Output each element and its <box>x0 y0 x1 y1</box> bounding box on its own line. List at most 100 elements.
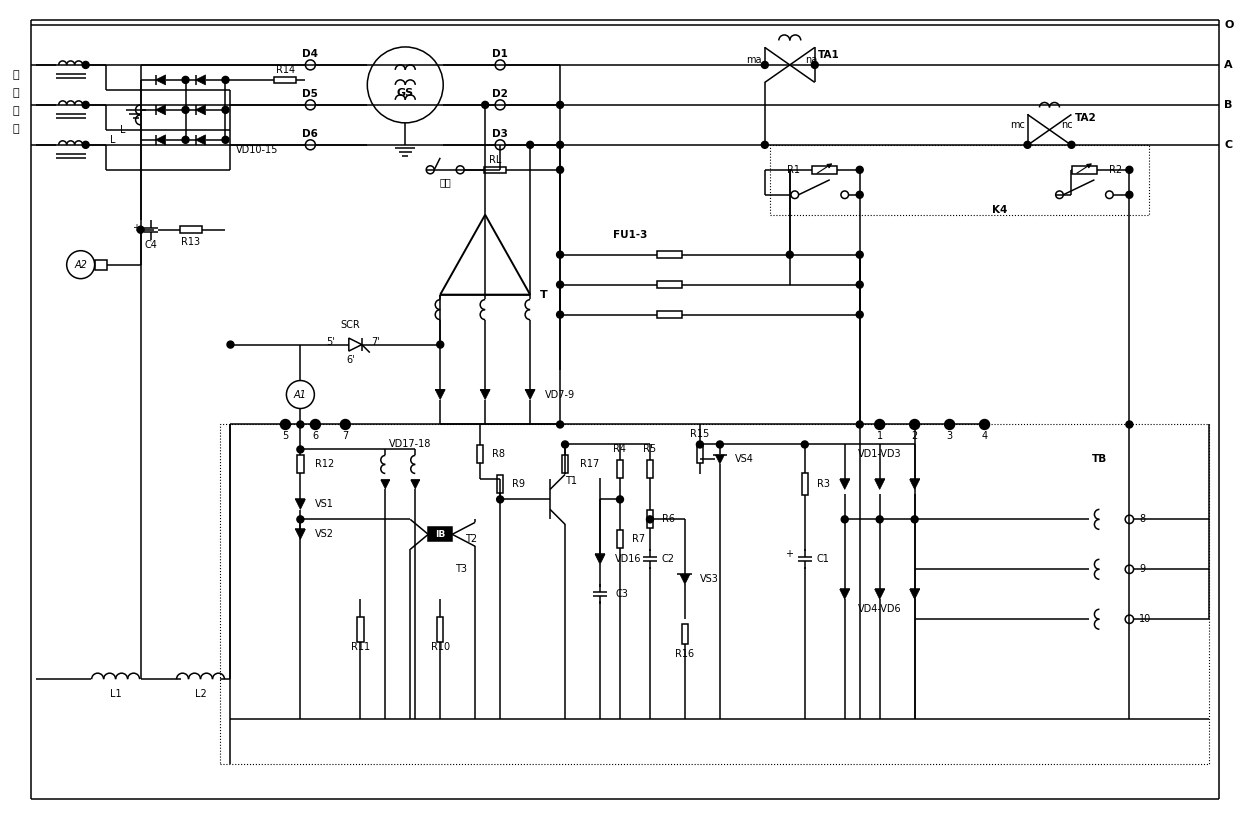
Text: D2: D2 <box>492 89 508 99</box>
Circle shape <box>1126 166 1133 174</box>
Circle shape <box>856 166 863 174</box>
Text: TA1: TA1 <box>817 50 839 60</box>
Polygon shape <box>910 479 920 490</box>
Text: 10: 10 <box>1140 614 1152 624</box>
Bar <box>682 624 688 645</box>
Circle shape <box>910 419 920 429</box>
Circle shape <box>182 76 188 84</box>
Polygon shape <box>295 500 305 509</box>
Text: VD10-15: VD10-15 <box>236 145 278 155</box>
Text: VS4: VS4 <box>735 455 754 464</box>
Circle shape <box>856 311 863 318</box>
Text: R8: R8 <box>492 450 505 459</box>
Text: R7: R7 <box>632 534 645 545</box>
Text: 3: 3 <box>946 432 952 441</box>
Text: R6: R6 <box>662 514 675 524</box>
Text: RL: RL <box>489 155 501 165</box>
Circle shape <box>911 421 918 428</box>
Text: 复: 复 <box>12 70 19 80</box>
Text: 8: 8 <box>1140 514 1146 524</box>
Circle shape <box>697 441 703 448</box>
Bar <box>1071 166 1097 174</box>
Bar <box>221 424 1209 764</box>
Text: L: L <box>110 135 115 145</box>
Bar <box>812 166 837 174</box>
Bar <box>657 311 682 318</box>
Text: R13: R13 <box>181 237 200 247</box>
Text: C2: C2 <box>662 554 675 564</box>
Text: C3: C3 <box>615 590 627 600</box>
Text: D6: D6 <box>303 129 319 139</box>
Text: R2: R2 <box>1110 165 1122 174</box>
Text: 6: 6 <box>312 432 319 441</box>
Circle shape <box>911 516 918 523</box>
Text: 7: 7 <box>342 432 348 441</box>
Bar <box>647 460 653 478</box>
Text: +: + <box>131 223 140 233</box>
Circle shape <box>786 251 794 258</box>
Text: SCR: SCR <box>341 319 360 329</box>
Circle shape <box>856 281 863 288</box>
Text: T3: T3 <box>455 564 467 574</box>
Circle shape <box>841 516 848 523</box>
Polygon shape <box>410 480 420 489</box>
Text: 5': 5' <box>326 337 335 346</box>
Polygon shape <box>480 390 490 400</box>
Circle shape <box>222 76 229 84</box>
Circle shape <box>557 311 563 318</box>
Bar <box>497 475 503 493</box>
Bar <box>436 617 444 642</box>
Text: VD4-VD6: VD4-VD6 <box>858 604 901 614</box>
Text: C4: C4 <box>144 240 157 250</box>
Text: R12: R12 <box>315 459 335 469</box>
Text: D3: D3 <box>492 129 508 139</box>
Text: D1: D1 <box>492 49 508 59</box>
Text: R3: R3 <box>817 479 830 490</box>
Polygon shape <box>595 554 605 564</box>
Bar <box>428 527 453 541</box>
Polygon shape <box>196 75 206 85</box>
Bar <box>616 460 624 478</box>
Circle shape <box>182 106 188 113</box>
Bar <box>770 145 1149 215</box>
Circle shape <box>761 61 769 69</box>
Text: FU1-3: FU1-3 <box>613 229 647 240</box>
Bar <box>477 446 484 464</box>
Polygon shape <box>910 590 920 600</box>
Polygon shape <box>715 455 724 464</box>
Text: K4: K4 <box>992 205 1007 215</box>
Text: 5: 5 <box>283 432 289 441</box>
Circle shape <box>616 495 624 503</box>
Text: T2: T2 <box>465 534 477 545</box>
Text: mc: mc <box>1009 120 1024 130</box>
Polygon shape <box>196 105 206 115</box>
Text: 6': 6' <box>346 355 355 364</box>
Text: R14: R14 <box>275 65 295 75</box>
Circle shape <box>138 226 144 233</box>
Text: GS: GS <box>397 88 414 98</box>
Text: VD17-18: VD17-18 <box>389 440 432 450</box>
Text: 9: 9 <box>1140 564 1146 574</box>
Circle shape <box>557 421 563 428</box>
Polygon shape <box>155 135 166 145</box>
Text: D4: D4 <box>303 49 319 59</box>
Circle shape <box>222 136 229 143</box>
Polygon shape <box>839 590 849 600</box>
Circle shape <box>1126 421 1133 428</box>
Text: VS2: VS2 <box>315 529 335 540</box>
Circle shape <box>436 341 444 348</box>
Circle shape <box>497 495 503 503</box>
Polygon shape <box>295 529 305 540</box>
Circle shape <box>945 419 955 429</box>
Text: 励: 励 <box>12 88 19 98</box>
Circle shape <box>527 142 533 148</box>
Text: B: B <box>1224 100 1233 110</box>
Circle shape <box>227 341 234 348</box>
Polygon shape <box>381 480 389 489</box>
Text: 7': 7' <box>371 337 379 346</box>
Circle shape <box>296 421 304 428</box>
Text: R1: R1 <box>787 165 800 174</box>
Bar <box>298 455 304 473</box>
Circle shape <box>856 421 863 428</box>
Circle shape <box>340 419 351 429</box>
